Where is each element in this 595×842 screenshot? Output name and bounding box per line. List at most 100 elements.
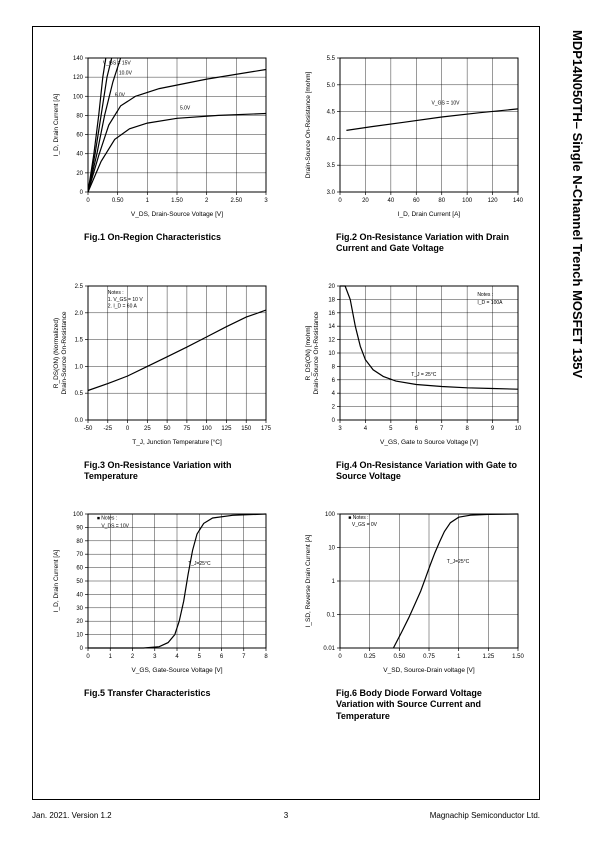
caption-fig2: Fig.2 On-Resistance Variation with Drain… bbox=[300, 232, 524, 266]
svg-text:0.25: 0.25 bbox=[364, 654, 376, 660]
caption-fig5: Fig.5 Transfer Characteristics bbox=[48, 688, 272, 722]
svg-text:0: 0 bbox=[332, 418, 336, 424]
svg-text:0: 0 bbox=[126, 426, 130, 432]
svg-text:Drain-Source On-Resistance [mo: Drain-Source On-Resistance [mohm] bbox=[305, 72, 312, 179]
svg-text:10: 10 bbox=[328, 546, 335, 552]
side-title: MDP14N050TH– Single N-Channel Trench MOS… bbox=[567, 26, 585, 800]
svg-text:Notes :: Notes : bbox=[477, 292, 493, 298]
svg-text:3.0: 3.0 bbox=[327, 190, 336, 196]
svg-text:40: 40 bbox=[76, 152, 83, 158]
svg-text:V_DS, Drain-Source Voltage [V]: V_DS, Drain-Source Voltage [V] bbox=[131, 211, 223, 218]
footer-right: Magnachip Semiconductor Ltd. bbox=[430, 811, 540, 820]
svg-text:20: 20 bbox=[362, 198, 369, 204]
svg-text:2.0: 2.0 bbox=[75, 311, 84, 317]
chart-fig5: 0123456780102030405060708090100■ Notes :… bbox=[48, 508, 272, 678]
svg-text:10: 10 bbox=[515, 426, 522, 432]
svg-text:1.0: 1.0 bbox=[75, 364, 84, 370]
svg-text:140: 140 bbox=[513, 198, 524, 204]
chart-fig3: -50-2502550751001251501750.00.51.01.52.0… bbox=[48, 280, 272, 450]
svg-text:0: 0 bbox=[80, 646, 84, 652]
svg-text:3: 3 bbox=[338, 426, 342, 432]
svg-text:100: 100 bbox=[325, 512, 336, 518]
svg-text:0.01: 0.01 bbox=[323, 646, 335, 652]
svg-text:7: 7 bbox=[242, 654, 246, 660]
chart-fig6: 00.250.500.7511.251.500.010.1110100■ Not… bbox=[300, 508, 524, 678]
svg-text:T_J = 25°C: T_J = 25°C bbox=[411, 372, 437, 378]
svg-text:V_SD, Source-Drain voltage [V]: V_SD, Source-Drain voltage [V] bbox=[383, 667, 475, 674]
svg-text:-25: -25 bbox=[103, 426, 112, 432]
svg-text:-50: -50 bbox=[84, 426, 93, 432]
svg-text:T_J=25°C: T_J=25°C bbox=[188, 561, 211, 567]
svg-text:2: 2 bbox=[131, 654, 135, 660]
svg-text:20: 20 bbox=[76, 619, 83, 625]
svg-text:R_DS(ON) (Normalized): R_DS(ON) (Normalized) bbox=[53, 318, 60, 388]
svg-text:1.5: 1.5 bbox=[75, 338, 84, 344]
svg-text:10: 10 bbox=[328, 351, 335, 357]
svg-text:9: 9 bbox=[491, 426, 495, 432]
svg-text:80: 80 bbox=[76, 539, 83, 545]
svg-text:60: 60 bbox=[76, 566, 83, 572]
svg-text:I_D, Drain Current [A]: I_D, Drain Current [A] bbox=[398, 211, 461, 218]
svg-text:125: 125 bbox=[221, 426, 232, 432]
svg-text:100: 100 bbox=[73, 94, 84, 100]
svg-text:I_D = 100A: I_D = 100A bbox=[477, 300, 503, 306]
svg-text:2: 2 bbox=[332, 405, 336, 411]
svg-text:75: 75 bbox=[184, 426, 191, 432]
chart-fig2: 0204060801001201403.03.54.04.55.05.5V_GS… bbox=[300, 52, 524, 222]
svg-text:I_D, Drain Current [A]: I_D, Drain Current [A] bbox=[53, 94, 60, 157]
svg-text:1: 1 bbox=[332, 579, 336, 585]
svg-text:100: 100 bbox=[202, 426, 213, 432]
svg-text:0.0: 0.0 bbox=[75, 418, 84, 424]
cell-fig1: 00.5011.5022.503020406080100120140V_GS =… bbox=[48, 52, 272, 266]
svg-text:0: 0 bbox=[338, 654, 342, 660]
svg-text:90: 90 bbox=[76, 525, 83, 531]
svg-text:5: 5 bbox=[389, 426, 393, 432]
svg-text:1.25: 1.25 bbox=[482, 654, 494, 660]
svg-text:1: 1 bbox=[457, 654, 461, 660]
svg-text:40: 40 bbox=[388, 198, 395, 204]
svg-text:10: 10 bbox=[76, 633, 83, 639]
svg-text:V_GS = 15V: V_GS = 15V bbox=[103, 61, 132, 67]
cell-fig4: 34567891002468101214161820Notes :I_D = 1… bbox=[300, 280, 524, 494]
svg-text:3.5: 3.5 bbox=[327, 163, 336, 169]
svg-text:6: 6 bbox=[415, 426, 419, 432]
svg-text:4.0: 4.0 bbox=[327, 136, 336, 142]
svg-text:Drain-Source On-Resistance: Drain-Source On-Resistance bbox=[61, 311, 68, 394]
svg-text:50: 50 bbox=[164, 426, 171, 432]
svg-text:4: 4 bbox=[332, 391, 336, 397]
svg-text:Drain-Source On-Resistance: Drain-Source On-Resistance bbox=[313, 311, 320, 394]
svg-text:16: 16 bbox=[328, 311, 335, 317]
svg-text:25: 25 bbox=[144, 426, 151, 432]
caption-fig3: Fig.3 On-Resistance Variation with Tempe… bbox=[48, 460, 272, 494]
svg-text:T_J=25°C: T_J=25°C bbox=[447, 559, 470, 565]
svg-text:80: 80 bbox=[438, 198, 445, 204]
caption-fig1: Fig.1 On-Region Characteristics bbox=[48, 232, 272, 266]
chart-fig1: 00.5011.5022.503020406080100120140V_GS =… bbox=[48, 52, 272, 222]
svg-text:0: 0 bbox=[86, 198, 90, 204]
svg-text:60: 60 bbox=[413, 198, 420, 204]
svg-text:1: 1 bbox=[146, 198, 150, 204]
svg-text:1: 1 bbox=[109, 654, 113, 660]
svg-text:14: 14 bbox=[328, 324, 335, 330]
cell-fig5: 0123456780102030405060708090100■ Notes :… bbox=[48, 508, 272, 722]
svg-text:0: 0 bbox=[338, 198, 342, 204]
svg-text:V_GS = 0V: V_GS = 0V bbox=[352, 522, 378, 528]
svg-text:10.0V: 10.0V bbox=[119, 70, 133, 76]
svg-text:70: 70 bbox=[76, 552, 83, 558]
caption-fig6: Fig.6 Body Diode Forward Voltage Variati… bbox=[300, 688, 524, 722]
svg-text:2.5: 2.5 bbox=[75, 284, 84, 290]
svg-text:5: 5 bbox=[198, 654, 202, 660]
svg-text:5.5: 5.5 bbox=[327, 56, 336, 62]
svg-text:0.1: 0.1 bbox=[327, 613, 336, 619]
svg-text:120: 120 bbox=[73, 75, 84, 81]
svg-text:0.50: 0.50 bbox=[393, 654, 405, 660]
svg-text:50: 50 bbox=[76, 579, 83, 585]
svg-text:100: 100 bbox=[73, 512, 84, 518]
svg-text:3: 3 bbox=[264, 198, 268, 204]
svg-text:0: 0 bbox=[86, 654, 90, 660]
svg-text:2. I_D = 60 A: 2. I_D = 60 A bbox=[108, 303, 138, 309]
svg-text:30: 30 bbox=[76, 606, 83, 612]
svg-text:T_J, Junction Temperature [°C]: T_J, Junction Temperature [°C] bbox=[132, 438, 222, 446]
svg-text:1.50: 1.50 bbox=[171, 198, 183, 204]
svg-text:V_DS = 10V: V_DS = 10V bbox=[101, 523, 129, 529]
